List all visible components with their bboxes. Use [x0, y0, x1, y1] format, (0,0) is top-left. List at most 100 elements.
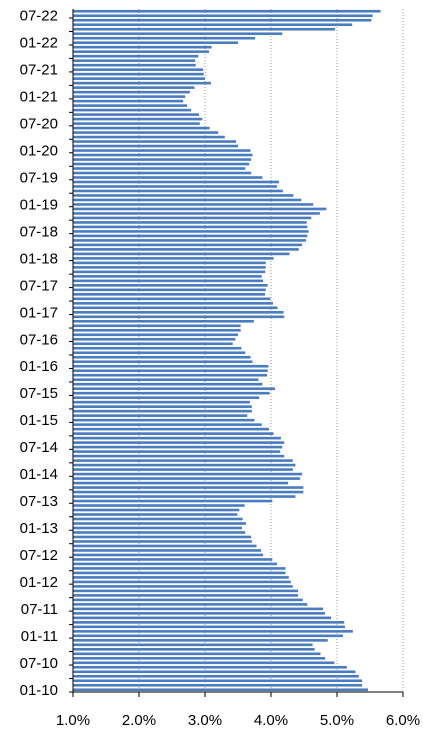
- bar: [73, 234, 308, 238]
- bar: [73, 81, 211, 85]
- bar: [73, 405, 252, 408]
- bar: [73, 486, 304, 489]
- bar: [73, 472, 303, 476]
- bar: [73, 319, 254, 323]
- bar: [73, 45, 212, 49]
- bar: [73, 86, 195, 89]
- bar: [73, 436, 281, 440]
- x-tick-label: 2.0%: [122, 712, 156, 729]
- bar: [73, 293, 266, 296]
- bar: [73, 679, 363, 683]
- bar: [73, 77, 205, 80]
- bar: [73, 616, 332, 620]
- y-tick-label: 01-17: [20, 304, 58, 321]
- bar: [73, 571, 286, 575]
- bar: [73, 113, 200, 116]
- bar: [73, 598, 303, 602]
- x-tick-label: 6.0%: [386, 712, 420, 729]
- bar: [73, 670, 356, 674]
- bar: [73, 225, 308, 229]
- bar: [73, 14, 373, 18]
- bar: [73, 589, 299, 593]
- bar: [73, 171, 252, 175]
- bar: [73, 463, 296, 467]
- bar: [73, 140, 237, 143]
- y-tick-label: 07-22: [20, 8, 58, 25]
- bar: [73, 427, 270, 431]
- x-tick-label: 3.0%: [188, 712, 222, 729]
- bar: [73, 306, 278, 310]
- bar: [73, 149, 251, 152]
- bar: [73, 373, 268, 377]
- x-tick-label: 1.0%: [56, 712, 90, 729]
- axes: [69, 9, 404, 697]
- bar: [73, 585, 293, 588]
- y-tick-label: 07-16: [20, 331, 58, 348]
- bar: [73, 423, 262, 426]
- bar: [73, 369, 268, 373]
- bar: [73, 59, 196, 62]
- y-tick-label: 07-20: [20, 116, 58, 133]
- bar: [73, 526, 242, 530]
- y-tick-label: 07-19: [20, 170, 58, 187]
- bar: [73, 99, 184, 103]
- bar: [73, 531, 246, 534]
- bar: [73, 279, 264, 283]
- bar: [73, 212, 320, 215]
- bar: [73, 158, 252, 161]
- bar: [73, 135, 225, 139]
- bar: [73, 122, 200, 125]
- bar: [73, 337, 236, 341]
- bar: [73, 230, 309, 233]
- bar: [73, 391, 270, 395]
- bar: [73, 63, 196, 67]
- bar: [73, 288, 266, 292]
- bar: [73, 643, 313, 647]
- bar: [73, 270, 266, 274]
- bar: [73, 32, 283, 36]
- bar: [73, 400, 250, 404]
- bar: [73, 454, 285, 458]
- bar: [73, 221, 307, 224]
- bar: [73, 490, 304, 494]
- bar: [73, 495, 296, 498]
- y-tick-label: 01-15: [20, 412, 58, 429]
- bar: [73, 468, 293, 471]
- bar: [73, 674, 359, 678]
- bar: [73, 243, 303, 247]
- y-tick-label: 07-17: [20, 277, 58, 294]
- bar: [73, 360, 253, 364]
- x-axis-tick-labels: 1.0% 2.0% 3.0% 4.0% 5.0% 6.0%: [56, 712, 420, 729]
- bar: [73, 131, 219, 134]
- bar: [73, 153, 253, 157]
- bar: [73, 355, 251, 359]
- bar: [73, 207, 327, 211]
- y-tick-label: 07-14: [20, 439, 58, 456]
- bar: [73, 607, 324, 611]
- y-tick-label: 01-20: [20, 143, 58, 160]
- y-tick-label: 07-13: [20, 493, 58, 510]
- y-tick-label: 07-11: [21, 601, 58, 618]
- bar: [73, 167, 246, 170]
- bar: [73, 459, 293, 462]
- bar: [73, 549, 262, 552]
- bar: [73, 324, 241, 328]
- bar: [73, 216, 312, 220]
- bar: [73, 481, 289, 485]
- bar: [73, 95, 186, 98]
- bar: [73, 9, 381, 13]
- bar: [73, 41, 238, 45]
- bar: [73, 126, 210, 130]
- bar: [73, 652, 321, 656]
- bar: [73, 68, 204, 71]
- bar: [73, 198, 302, 202]
- bar: [73, 275, 262, 278]
- bar: [73, 612, 326, 615]
- y-tick-label: 01-11: [21, 628, 58, 645]
- bar: [73, 683, 363, 687]
- bar: [73, 54, 199, 58]
- y-tick-label: 07-15: [20, 385, 58, 402]
- y-tick-label: 01-13: [20, 520, 58, 537]
- bar: [73, 665, 347, 669]
